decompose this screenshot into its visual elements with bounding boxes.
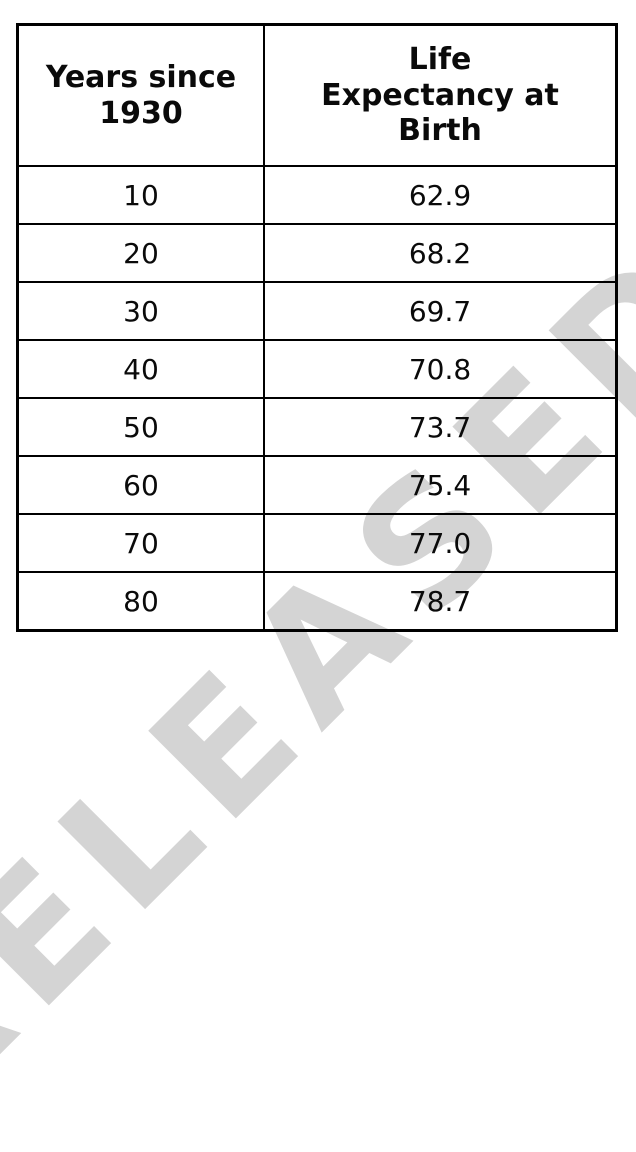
- years-cell: 70: [16, 513, 265, 573]
- life-expectancy-table: Years since 1930 Life Expectancy at Birt…: [16, 23, 618, 632]
- life-expectancy-cell: 77.0: [263, 513, 618, 573]
- life-expectancy-cell: 62.9: [263, 165, 618, 225]
- years-cell: 20: [16, 223, 265, 283]
- col-header-line: Years since: [45, 60, 237, 96]
- col-header-line: Birth: [398, 113, 482, 149]
- life-expectancy-cell: 73.7: [263, 397, 618, 457]
- col-header-line: Expectancy at: [321, 77, 559, 113]
- years-cell: 50: [16, 397, 265, 457]
- table-header-row: Years since 1930 Life Expectancy at Birt…: [16, 23, 618, 167]
- col-header-line: Life: [408, 42, 472, 78]
- years-cell: 30: [16, 281, 265, 341]
- table-row: 50 73.7: [16, 397, 618, 457]
- table-row: 70 77.0: [16, 513, 618, 573]
- table-row: 30 69.7: [16, 281, 618, 341]
- table-row: 80 78.7: [16, 571, 618, 632]
- table-row: 10 62.9: [16, 165, 618, 225]
- table-row: 60 75.4: [16, 455, 618, 515]
- years-cell: 80: [16, 571, 265, 632]
- col-header-years-since-1930: Years since 1930: [16, 23, 265, 167]
- col-header-line: 1930: [99, 95, 183, 131]
- years-cell: 40: [16, 339, 265, 399]
- life-expectancy-cell: 69.7: [263, 281, 618, 341]
- col-header-life-expectancy: Life Expectancy at Birth: [263, 23, 618, 167]
- life-expectancy-cell: 68.2: [263, 223, 618, 283]
- table-row: 20 68.2: [16, 223, 618, 283]
- life-expectancy-cell: 70.8: [263, 339, 618, 399]
- table-row: 40 70.8: [16, 339, 618, 399]
- years-cell: 60: [16, 455, 265, 515]
- years-cell: 10: [16, 165, 265, 225]
- life-expectancy-cell: 75.4: [263, 455, 618, 515]
- life-expectancy-cell: 78.7: [263, 571, 618, 632]
